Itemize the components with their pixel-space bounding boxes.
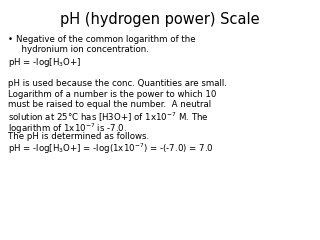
Text: Logarithm of a number is the power to which 10: Logarithm of a number is the power to wh… (8, 90, 216, 99)
Text: Negative of the common logarithm of the: Negative of the common logarithm of the (16, 35, 196, 44)
Text: •: • (8, 35, 13, 44)
Text: logarithm of 1x10$^{-7}$ is -7.0.: logarithm of 1x10$^{-7}$ is -7.0. (8, 121, 127, 136)
Text: The pH is determined as follows.: The pH is determined as follows. (8, 132, 149, 141)
Text: solution at 25°C has [H3O+] of 1x10$^{-7}$ M. The: solution at 25°C has [H3O+] of 1x10$^{-7… (8, 111, 209, 124)
Text: pH (hydrogen power) Scale: pH (hydrogen power) Scale (60, 12, 260, 27)
Text: pH is used because the conc. Quantities are small.: pH is used because the conc. Quantities … (8, 79, 227, 88)
Text: must be raised to equal the number.  A neutral: must be raised to equal the number. A ne… (8, 100, 211, 109)
Text: pH = -log[H$_3$O+] = -log(1x10$^{-7}$) = -(-7.0) = 7.0: pH = -log[H$_3$O+] = -log(1x10$^{-7}$) =… (8, 142, 214, 156)
Text: hydronium ion concentration.: hydronium ion concentration. (16, 46, 149, 54)
Text: pH = -log[H$_3$O+]: pH = -log[H$_3$O+] (8, 56, 81, 69)
